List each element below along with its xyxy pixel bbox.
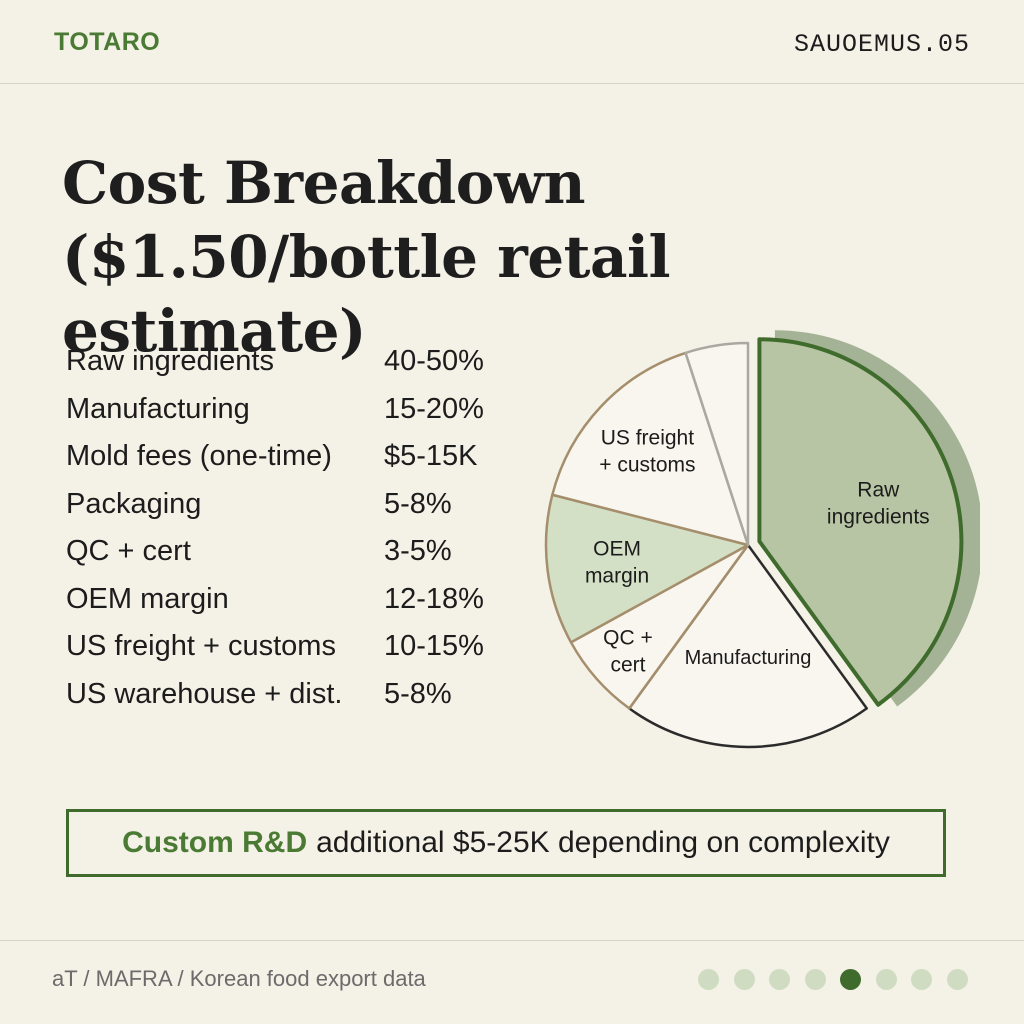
cost-label: US warehouse + dist.	[66, 677, 343, 710]
pagination-dot[interactable]	[875, 969, 897, 990]
pie-slice	[551, 351, 750, 547]
cost-label: OEM margin	[66, 582, 229, 615]
pagination-dot[interactable]	[769, 969, 790, 990]
cost-value: 5-8%	[384, 487, 452, 520]
pie-slice-label: Raw	[857, 479, 900, 502]
cost-label: Raw ingredients	[66, 345, 274, 377]
cost-value: 10-15%	[384, 630, 484, 662]
pie-slice-label: + customs	[599, 453, 695, 476]
slide-code: SAUOEMUS.05	[793, 30, 970, 59]
cost-value: 15-20%	[384, 392, 484, 425]
cost-value: 40-50%	[384, 345, 484, 377]
cost-label: Packaging	[66, 487, 202, 520]
cost-row: Mold fees (one-time) $5-15K	[66, 433, 526, 481]
rd-note: Custom R&D additional $5-25K depending o…	[66, 809, 946, 877]
cost-row: Packaging 5-8%	[66, 481, 526, 529]
cost-label: Mold fees (one-time)	[66, 440, 332, 472]
pie-slice-label: cert	[610, 654, 645, 677]
cost-row: QC + cert 3-5%	[66, 528, 526, 576]
header-divider	[0, 83, 1024, 84]
page-title: Cost Breakdown ($1.50/bottle retail esti…	[62, 146, 982, 368]
pagination-dot[interactable]	[698, 969, 719, 990]
pie-slice-label: margin	[585, 564, 649, 587]
brand-logo: TOTARO	[54, 28, 161, 56]
pagination-dot[interactable]	[804, 969, 826, 990]
footer-divider	[0, 940, 1024, 941]
cost-row: US freight + customs 10-15%	[66, 623, 526, 671]
cost-row: Manufacturing 15-20%	[66, 386, 526, 434]
pie-slice	[544, 493, 750, 644]
cost-label: Manufacturing	[66, 392, 250, 425]
cost-value: $5-15K	[384, 440, 478, 472]
pie-slice	[628, 543, 868, 749]
cost-value: 12-18%	[384, 582, 484, 615]
title-line-1: Cost Breakdown	[62, 149, 586, 217]
pie-slice-label: QC +	[603, 627, 653, 650]
pie-slice-label: OEM	[593, 537, 641, 560]
pie-chart: Raw ingredients Manufacturing QC + cert OEM ma…	[544, 330, 980, 749]
cost-label: QC + cert	[66, 535, 191, 567]
pie-slice	[757, 337, 964, 707]
pagination-dots	[698, 969, 968, 990]
cost-row: Raw ingredients 40-50%	[66, 338, 526, 386]
cost-table: Raw ingredients 40-50% Manufacturing 15-20%…	[66, 338, 526, 718]
pie-slice-label: ingredients	[827, 505, 930, 528]
cost-value: 3-5%	[384, 535, 452, 567]
pie-slice	[684, 341, 750, 547]
pie-slice-label: US freight	[601, 426, 695, 449]
cost-label: US freight + customs	[66, 630, 336, 662]
rd-note-text: additional $5-25K depending on complexit…	[316, 826, 890, 859]
title-line-2: ($1.50/bottle retail estimate)	[62, 223, 671, 365]
source-note: aT / MAFRA / Korean food export data	[52, 966, 426, 991]
cost-value: 5-8%	[384, 677, 452, 710]
pagination-dot[interactable]	[911, 969, 932, 990]
rd-note-highlight: Custom R&D	[122, 826, 308, 859]
pie-slice-label: Manufacturing	[685, 647, 812, 669]
cost-row: OEM margin 12-18%	[66, 576, 526, 624]
pagination-dot-active[interactable]	[840, 969, 861, 990]
pagination-dot[interactable]	[733, 969, 755, 990]
cost-row: US warehouse + dist. 5-8%	[66, 671, 526, 719]
pagination-dot[interactable]	[946, 969, 968, 990]
